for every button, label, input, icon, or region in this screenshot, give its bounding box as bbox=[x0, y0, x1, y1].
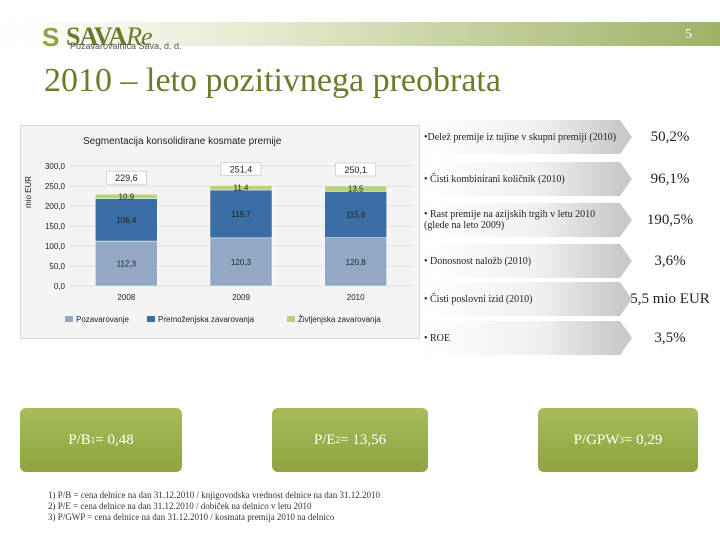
total-label-box bbox=[106, 170, 147, 185]
legend-entry: Življenjska zavarovanja bbox=[298, 315, 381, 324]
data-label: 119,7 bbox=[231, 210, 251, 219]
y-tick-label: 50,0 bbox=[49, 262, 65, 271]
y-tick-label: 100,0 bbox=[45, 242, 66, 251]
page-title: 2010 – leto pozitivnega preobrata bbox=[44, 62, 501, 99]
total-label-box bbox=[335, 162, 376, 177]
kpi-label: • Donosnost naložb (2010) bbox=[420, 244, 632, 278]
pe-ratio-badge: P/E 2 = 13,56 bbox=[272, 408, 428, 472]
kpi-value: 3,6% bbox=[654, 252, 686, 269]
bar-segment bbox=[95, 193, 158, 199]
bar-segment bbox=[95, 240, 158, 287]
kpi-value: 50,2% bbox=[650, 128, 690, 145]
bar-segment bbox=[209, 189, 273, 239]
x-tick-label: 2008 bbox=[117, 293, 135, 302]
kpi-value: 5,5 mio EUR bbox=[630, 290, 710, 307]
total-label-box bbox=[220, 162, 262, 176]
legend-swatch bbox=[287, 316, 295, 322]
y-tick-label: 150,0 bbox=[45, 222, 66, 231]
logo-mark-icon: S bbox=[42, 22, 60, 52]
footnote: 3) P/GWP = cena delnice na dan 31.12.201… bbox=[48, 512, 335, 522]
y-axis-label: mio EUR bbox=[24, 176, 33, 208]
premium-chart: Segmentacija konsolidirane kosmate premi… bbox=[20, 125, 420, 339]
kpi-value: 190,5% bbox=[646, 211, 694, 228]
bar-segment bbox=[209, 185, 273, 191]
kpi-row: • Čisti poslovni izid (2010) 5,5 mio EUR bbox=[420, 282, 720, 316]
chart-title: Segmentacija konsolidirane kosmate premi… bbox=[83, 136, 282, 147]
total-label: 229,6 bbox=[115, 173, 138, 183]
total-label: 250,1 bbox=[344, 165, 367, 175]
kpi-row: • Donosnost naložb (2010) 3,6% bbox=[420, 244, 720, 278]
bar-segment bbox=[324, 185, 387, 192]
x-tick-label: 2009 bbox=[232, 293, 250, 302]
data-label: 115,8 bbox=[346, 211, 366, 220]
kpi-row: • Čisti kombinirani količnik (2010) 96,1… bbox=[420, 162, 720, 196]
legend-swatch bbox=[147, 316, 155, 322]
header-bar bbox=[0, 22, 720, 46]
total-label: 251,4 bbox=[230, 164, 253, 174]
bar-segment bbox=[209, 237, 273, 287]
logo-text: SAVARe bbox=[66, 22, 153, 51]
kpi-row: •Delež premije iz tujine v skupni premij… bbox=[420, 120, 720, 154]
kpi-label: • Čisti poslovni izid (2010) bbox=[420, 282, 632, 316]
bar-segment bbox=[324, 237, 387, 287]
logo-subtitle: Pozavarovalnica Sava, d. d. bbox=[70, 41, 182, 51]
kpi-label: • Rast premije na azijskih trgih v letu … bbox=[420, 203, 632, 237]
legend-entry: Pozavarovanje bbox=[76, 315, 129, 324]
x-tick-label: 2010 bbox=[347, 293, 365, 302]
chart-canvas: Segmentacija konsolidirane kosmate premi… bbox=[24, 136, 413, 324]
kpi-value: 96,1% bbox=[650, 170, 690, 187]
data-label: 120,8 bbox=[346, 258, 367, 267]
y-tick-label: 0,0 bbox=[54, 282, 66, 291]
kpi-row: • Rast premije na azijskih trgih v letu … bbox=[420, 203, 720, 237]
y-tick-label: 300,0 bbox=[45, 162, 66, 171]
pb-ratio-badge: P/B 1 = 0,48 bbox=[20, 408, 182, 472]
data-label: 112,3 bbox=[117, 260, 137, 269]
legend-swatch bbox=[65, 316, 73, 322]
data-label: 106,4 bbox=[116, 216, 137, 225]
bar-segment bbox=[324, 191, 387, 238]
kpi-label: •Delež premije iz tujine v skupni premij… bbox=[420, 120, 632, 154]
kpi-row: • ROE 3,5% bbox=[420, 321, 720, 355]
data-label: 13,5 bbox=[348, 185, 364, 194]
page-number: 5 bbox=[685, 27, 692, 42]
kpi-label: • ROE bbox=[420, 321, 632, 355]
data-label: 11,4 bbox=[234, 184, 250, 193]
legend-entry: Premoženjska zavarovanja bbox=[158, 315, 255, 324]
kpi-value: 3,5% bbox=[654, 329, 686, 346]
bar-segment bbox=[95, 198, 158, 242]
data-label: 120,3 bbox=[231, 258, 252, 267]
footnote: 1) P/B = cena delnice na dan 31.12.2010 … bbox=[48, 490, 381, 500]
kpi-label: • Čisti kombinirani količnik (2010) bbox=[420, 162, 632, 196]
pgwp-ratio-badge: P/GPW 3 = 0,29 bbox=[538, 408, 698, 472]
footnote: 2) P/E = cena delnice na dan 31.12.2010 … bbox=[48, 501, 312, 511]
y-tick-label: 200,0 bbox=[45, 202, 66, 211]
footnotes: 1) P/B = cena delnice na dan 31.12.2010 … bbox=[48, 490, 380, 523]
y-tick-label: 250,0 bbox=[45, 182, 66, 191]
data-label: 10,9 bbox=[119, 192, 135, 201]
